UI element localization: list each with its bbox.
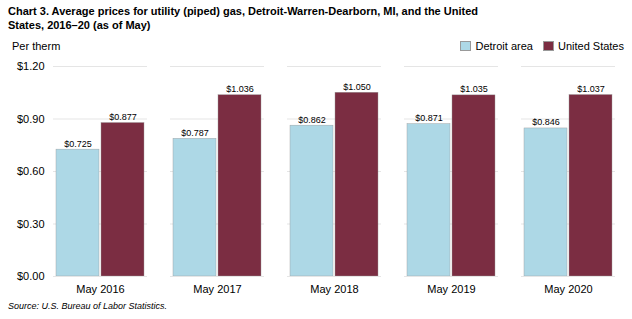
html-text:Chart 3. Average prices for ut: Chart 3. Average prices for utility (pip… <box>8 5 478 31</box>
svg-text:$0.725: $0.725 <box>64 139 92 149</box>
svg-text:May 2017: May 2017 <box>193 283 241 295</box>
svg-text:$1.20: $1.20 <box>17 60 45 72</box>
svg-text:$0.846: $0.846 <box>532 117 560 127</box>
svg-text:$1.050: $1.050 <box>343 82 371 92</box>
svg-text:$1.037: $1.037 <box>577 84 605 94</box>
svg-text:$0.787: $0.787 <box>181 128 209 138</box>
html-text:Source: U.S. Bureau of Labor S: Source: U.S. Bureau of Labor Statistics. <box>8 301 168 311</box>
svg-text:$0.871: $0.871 <box>415 113 443 123</box>
svg-text:May 2016: May 2016 <box>76 283 124 295</box>
svg-text:May 2019: May 2019 <box>427 283 475 295</box>
svg-text:$0.90: $0.90 <box>17 113 45 125</box>
svg-text:$0.00: $0.00 <box>17 270 45 282</box>
svg-text:$0.862: $0.862 <box>298 115 326 125</box>
svg-text:May 2018: May 2018 <box>310 283 358 295</box>
html-text:Detroit area: Detroit area <box>475 40 533 52</box>
svg-text:$1.035: $1.035 <box>460 84 488 94</box>
html-text:Per therm: Per therm <box>12 40 61 52</box>
svg-text:$1.036: $1.036 <box>226 84 254 94</box>
html-text:United States: United States <box>558 40 624 52</box>
svg-text:$0.60: $0.60 <box>17 165 45 177</box>
svg-text:May 2020: May 2020 <box>544 283 592 295</box>
svg-text:$0.877: $0.877 <box>109 112 137 122</box>
svg-text:$0.30: $0.30 <box>17 218 45 230</box>
